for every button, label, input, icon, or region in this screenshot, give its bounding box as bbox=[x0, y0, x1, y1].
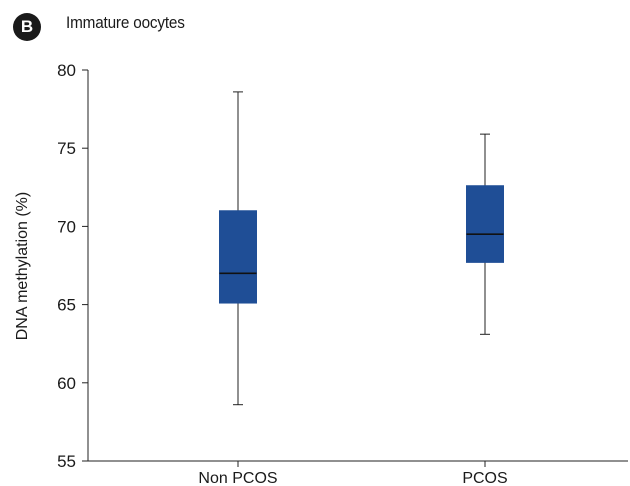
panel-label-badge: B bbox=[13, 13, 41, 41]
box-iqr bbox=[219, 210, 257, 304]
box-series bbox=[219, 91, 504, 406]
axes: 55 60 65 70 75 80 Non PCOS PCOS bbox=[57, 61, 628, 486]
y-tick-label: 60 bbox=[57, 374, 76, 393]
y-tick-label: 80 bbox=[57, 61, 76, 80]
y-tick-label: 70 bbox=[57, 217, 76, 236]
chart-title: Immature oocytes bbox=[66, 13, 185, 32]
y-tick-label: 55 bbox=[57, 452, 76, 471]
y-tick-label: 65 bbox=[57, 296, 76, 315]
x-tick-label: Non PCOS bbox=[198, 470, 277, 486]
x-tick-label: PCOS bbox=[462, 470, 507, 486]
y-tick-label: 75 bbox=[57, 139, 76, 158]
y-axis-label: DNA methylation (%) bbox=[14, 192, 31, 341]
box-iqr bbox=[466, 185, 504, 263]
